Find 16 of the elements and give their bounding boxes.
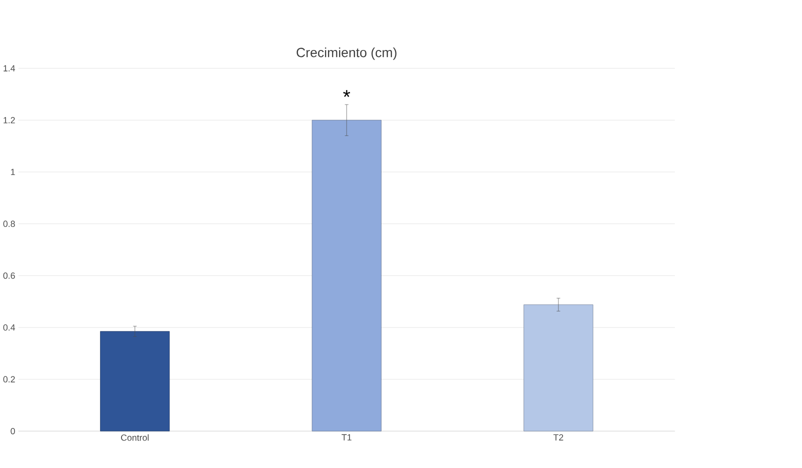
x-tick-label: T1: [342, 434, 352, 441]
chart-title: Crecimiento (cm): [296, 48, 396, 60]
bar: [524, 304, 594, 432]
annotation: *: [343, 90, 350, 98]
y-tick-label: 0.6: [3, 272, 15, 280]
bar: [100, 331, 170, 432]
y-tick-label: 0.4: [3, 324, 16, 331]
y-tick-label: 0: [10, 428, 15, 435]
y-tick-label: 0.2: [3, 376, 15, 383]
bar: [312, 120, 382, 432]
y-tick-label: 1.2: [4, 117, 15, 124]
y-tick-label: 0.8: [3, 220, 15, 228]
y-tick-label: 1: [11, 169, 15, 176]
x-tick-label: Control: [121, 434, 149, 442]
y-tick-label: 1.4: [4, 65, 16, 72]
x-tick-label: T2: [553, 434, 564, 441]
